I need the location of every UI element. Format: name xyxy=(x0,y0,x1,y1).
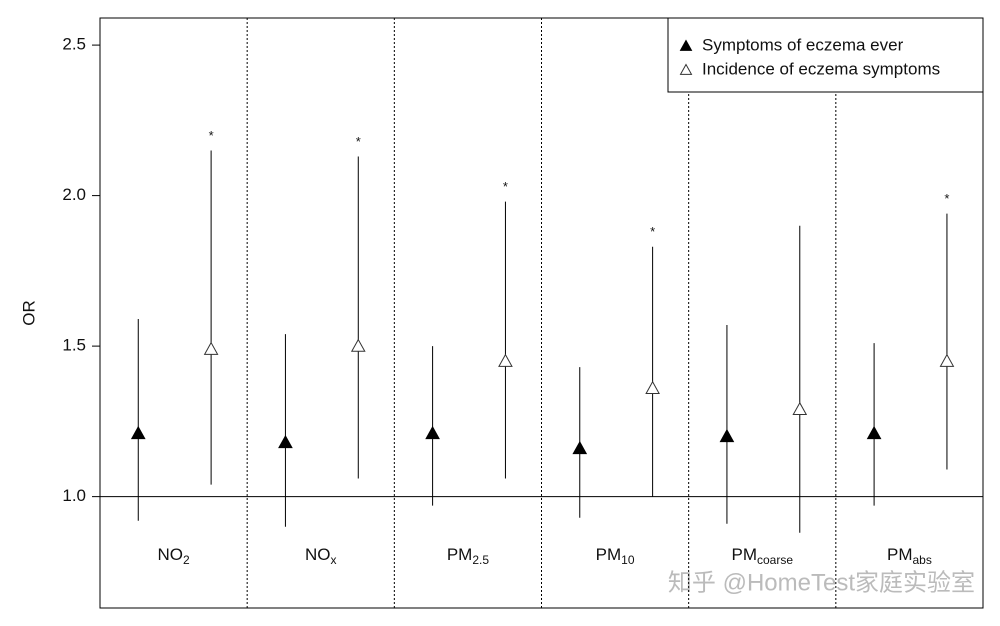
significance: * xyxy=(356,134,361,149)
category-subscript: 2 xyxy=(183,553,190,567)
y-axis-label: OR xyxy=(19,300,38,326)
significance: * xyxy=(503,179,508,194)
category-subscript: x xyxy=(331,553,337,567)
point xyxy=(130,425,146,440)
category-base: PM xyxy=(887,545,913,564)
point xyxy=(350,338,366,352)
legend-box xyxy=(667,17,984,93)
significance: * xyxy=(209,128,214,143)
category-label: PM10 xyxy=(596,545,635,567)
category-subscript: abs xyxy=(912,553,931,567)
point xyxy=(939,353,955,367)
point xyxy=(498,353,513,367)
y-tick-label: 1.0 xyxy=(62,486,86,505)
significance: * xyxy=(650,224,655,239)
y-tick-label: 2.5 xyxy=(62,35,86,54)
category-base: NO xyxy=(157,545,183,564)
category-base: PM xyxy=(596,545,622,564)
y-tick-label: 1.5 xyxy=(62,336,86,355)
legend-marker xyxy=(679,39,693,51)
category-label: NOx xyxy=(305,545,337,567)
point xyxy=(425,425,440,440)
point xyxy=(719,428,735,443)
category-subscript: coarse xyxy=(757,553,793,567)
category-base: PM xyxy=(731,545,757,564)
legend-label: Incidence of eczema symptoms xyxy=(702,59,940,78)
point xyxy=(572,440,588,455)
point xyxy=(278,434,293,449)
category-label: PMabs xyxy=(887,545,932,567)
category-base: NO xyxy=(305,545,331,564)
category-base: PM xyxy=(447,545,473,564)
category-label: PMcoarse xyxy=(731,545,793,567)
category-subscript: 10 xyxy=(621,553,635,567)
significance: * xyxy=(944,191,949,206)
point xyxy=(203,341,219,355)
category-label: NO2 xyxy=(157,545,190,567)
point xyxy=(866,425,882,440)
category-subscript: 2.5 xyxy=(472,553,489,567)
watermark: 知乎 @HomeTest家庭实验室 xyxy=(668,569,975,596)
category-label: PM2.5 xyxy=(447,545,490,567)
legend-label: Symptoms of eczema ever xyxy=(702,35,904,54)
legend-marker xyxy=(679,63,693,75)
point xyxy=(645,380,660,394)
y-tick-label: 2.0 xyxy=(62,185,86,204)
point xyxy=(792,401,808,416)
